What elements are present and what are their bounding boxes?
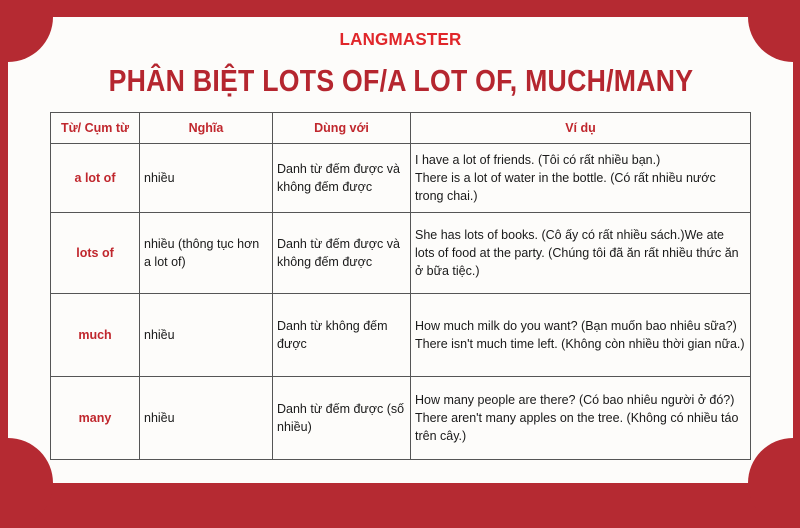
cell-usage: Danh từ không đếm được	[272, 293, 411, 377]
cell-term: lots of	[50, 212, 140, 294]
page-title-text: PHÂN BIỆT LOTS OF/A LOT OF, MUCH/MANY	[108, 63, 693, 98]
cell-term: many	[50, 376, 140, 460]
cell-term: much	[50, 293, 140, 377]
cell-meaning: nhiều	[139, 293, 273, 377]
cell-usage: Danh từ đếm được (số nhiều)	[272, 376, 411, 460]
table-header-row: Từ/ Cụm từ Nghĩa Dùng với Ví dụ	[50, 112, 751, 144]
header-usage: Dùng với	[272, 112, 411, 144]
header-examples: Ví dụ	[410, 112, 751, 144]
cell-meaning: nhiều (thông tục hơn a lot of)	[139, 212, 273, 294]
cell-examples: She has lots of books. (Cô ấy có rất nhi…	[410, 212, 751, 294]
table-row: lots of nhiều (thông tục hơn a lot of) D…	[50, 212, 751, 294]
header-meaning: Nghĩa	[139, 112, 273, 144]
table-row: much nhiều Danh từ không đếm được How mu…	[50, 293, 751, 377]
cell-examples: How much milk do you want? (Bạn muốn bao…	[410, 293, 751, 377]
page-title: PHÂN BIỆT LOTS OF/A LOT OF, MUCH/MANY	[8, 63, 793, 99]
table-row: many nhiều Danh từ đếm được (số nhiều) H…	[50, 376, 751, 460]
cell-term: a lot of	[50, 143, 140, 213]
header-term: Từ/ Cụm từ	[50, 112, 140, 144]
cell-meaning: nhiều	[139, 376, 273, 460]
cell-examples: I have a lot of friends. (Tôi có rất nhi…	[410, 143, 751, 213]
decorative-corner	[0, 438, 53, 528]
decorative-corner	[748, 438, 800, 528]
cell-usage: Danh từ đếm được và không đếm được	[272, 212, 411, 294]
brand-logo: LANGMASTER	[339, 29, 462, 50]
cell-meaning: nhiều	[139, 143, 273, 213]
cell-examples: How many people are there? (Có bao nhiêu…	[410, 376, 751, 460]
comparison-table: Từ/ Cụm từ Nghĩa Dùng với Ví dụ a lot of…	[50, 112, 751, 460]
cell-usage: Danh từ đếm được và không đếm được	[272, 143, 411, 213]
table-row: a lot of nhiều Danh từ đếm được và không…	[50, 143, 751, 213]
